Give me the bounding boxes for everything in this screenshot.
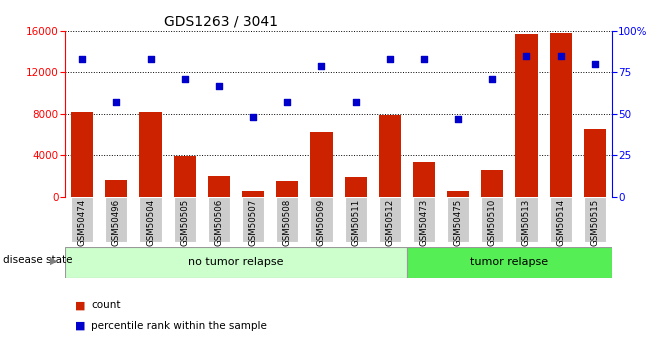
Text: GSM50509: GSM50509 [317, 199, 326, 246]
Bar [174, 156, 196, 197]
Bar [71, 197, 93, 241]
Bar [139, 112, 161, 197]
Point [419, 57, 429, 62]
Bar [71, 112, 93, 197]
Text: GSM50506: GSM50506 [214, 199, 223, 246]
Point [453, 116, 464, 121]
Bar [413, 197, 435, 241]
Bar [276, 197, 298, 241]
Bar [379, 197, 401, 241]
Text: percentile rank within the sample: percentile rank within the sample [91, 321, 267, 331]
Bar [139, 197, 161, 241]
Point [145, 57, 156, 62]
Bar [242, 197, 264, 241]
Bar [481, 197, 503, 241]
Text: GDS1263 / 3041: GDS1263 / 3041 [163, 14, 277, 29]
Point [385, 57, 395, 62]
Text: no tumor relapse: no tumor relapse [188, 257, 284, 267]
Bar [584, 129, 606, 197]
Text: disease state: disease state [3, 256, 73, 265]
Text: GSM50514: GSM50514 [556, 199, 565, 246]
Bar [413, 162, 435, 197]
Text: GSM50508: GSM50508 [283, 199, 292, 246]
Bar [549, 197, 572, 241]
Point [487, 76, 497, 82]
Text: GSM50505: GSM50505 [180, 199, 189, 246]
Text: ■: ■ [75, 300, 85, 310]
Bar [105, 197, 128, 241]
Bar [311, 197, 333, 241]
Bar [344, 197, 367, 241]
Text: GSM50473: GSM50473 [419, 199, 428, 246]
Bar [407, 247, 612, 278]
Text: ■: ■ [75, 321, 85, 331]
Text: GSM50496: GSM50496 [112, 199, 121, 246]
Text: GSM50512: GSM50512 [385, 199, 395, 246]
Bar [549, 33, 572, 197]
Bar [447, 197, 469, 241]
Text: ▶: ▶ [49, 256, 57, 265]
Point [521, 53, 532, 59]
Bar [516, 34, 538, 197]
Text: GSM50511: GSM50511 [351, 199, 360, 246]
Bar [481, 170, 503, 197]
Point [555, 53, 566, 59]
Point [180, 76, 190, 82]
Bar [344, 177, 367, 197]
Text: GSM50510: GSM50510 [488, 199, 497, 246]
Point [77, 57, 87, 62]
Text: GSM50474: GSM50474 [77, 199, 87, 246]
Text: GSM50507: GSM50507 [249, 199, 258, 246]
Point [111, 99, 122, 105]
Point [282, 99, 292, 105]
Bar [276, 181, 298, 197]
Bar [105, 180, 128, 197]
Bar [174, 197, 196, 241]
Text: GSM50513: GSM50513 [522, 199, 531, 246]
Bar [65, 247, 407, 278]
Text: GSM50504: GSM50504 [146, 199, 155, 246]
Text: GSM50515: GSM50515 [590, 199, 600, 246]
Text: count: count [91, 300, 120, 310]
Bar [242, 191, 264, 197]
Text: GSM50475: GSM50475 [454, 199, 463, 246]
Point [590, 61, 600, 67]
Point [248, 115, 258, 120]
Bar [447, 191, 469, 197]
Bar [311, 132, 333, 197]
Bar [584, 197, 606, 241]
Bar [379, 115, 401, 197]
Bar [516, 197, 538, 241]
Point [214, 83, 224, 88]
Text: tumor relapse: tumor relapse [470, 257, 549, 267]
Bar [208, 176, 230, 197]
Point [350, 99, 361, 105]
Bar [208, 197, 230, 241]
Point [316, 63, 327, 69]
